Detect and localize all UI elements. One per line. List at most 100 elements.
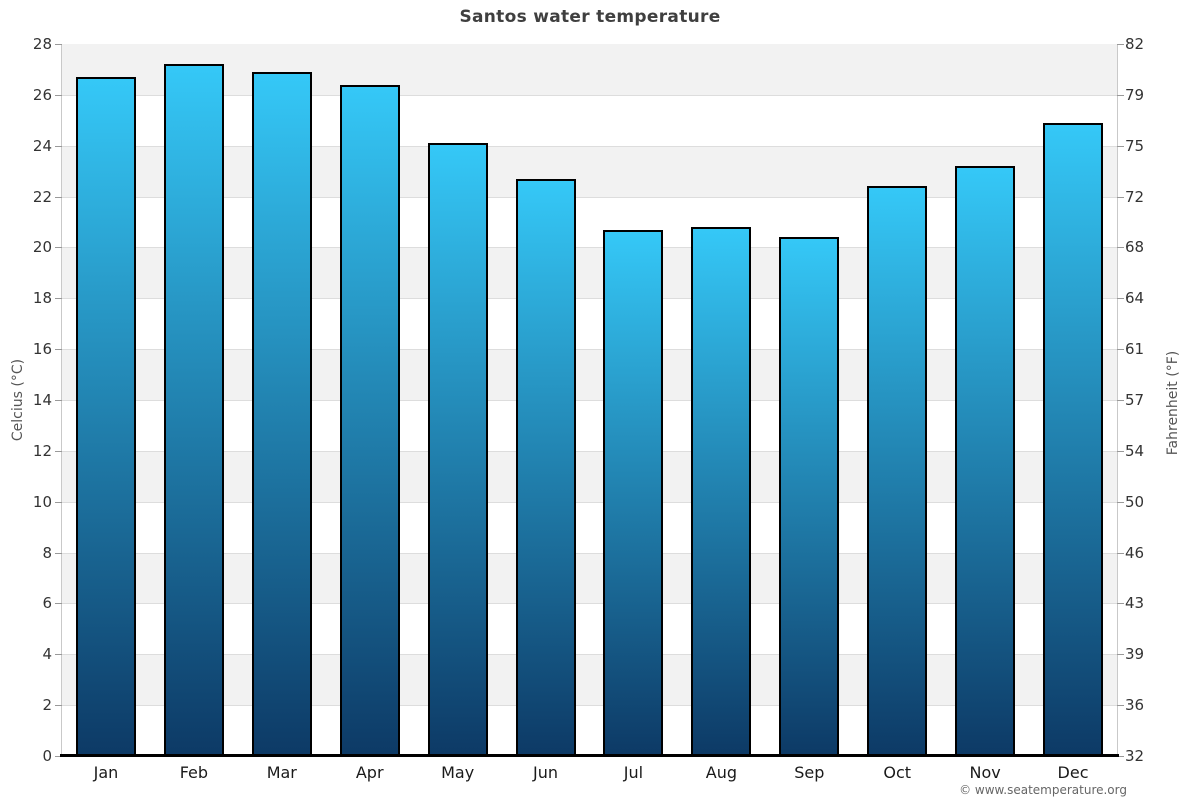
right-axis-tick [1117,400,1124,401]
celsius-tick-label: 12 [32,441,52,460]
gridline [62,654,1117,656]
right-axis-tick [1117,756,1124,757]
gridline [62,349,1117,351]
celsius-tick-label: 0 [42,747,52,765]
celsius-tick-label: 26 [32,85,52,104]
gridline [62,705,1117,707]
fahrenheit-tick-label: 54 [1125,441,1145,460]
temperature-bar-jan[interactable] [75,77,136,756]
month-label-nov: Nov [969,763,1001,782]
left-axis-tick [55,756,62,757]
fahrenheit-tick-label: 79 [1125,85,1145,104]
month-label-sep: Sep [794,763,825,782]
fahrenheit-tick-label: 32 [1125,747,1145,765]
right-axis-tick [1117,654,1124,656]
right-axis-tick [1117,196,1124,198]
plot-band [62,247,1117,299]
plot-band [62,450,1117,502]
left-axis-tick [55,349,62,351]
left-axis-tick [55,196,62,198]
plot-band [62,145,1117,197]
temperature-bar-oct[interactable] [867,186,928,756]
left-axis-tick [55,145,62,147]
temperature-bar-jul[interactable] [603,229,664,756]
right-axis-tick [1117,552,1124,554]
plot-band [62,400,1117,451]
plot-band [62,705,1117,756]
right-axis-tick [1117,94,1124,96]
celsius-tick-label: 28 [32,35,52,53]
plot-band [62,298,1117,350]
celsius-tick-label: 18 [32,289,52,308]
gridline [62,298,1117,300]
gridline [62,450,1117,452]
month-label-aug: Aug [705,763,737,782]
gridline [62,196,1117,198]
month-label-feb: Feb [179,763,209,782]
fahrenheit-tick-label: 72 [1125,187,1145,206]
temperature-bar-may[interactable] [427,143,488,756]
celsius-tick-label: 6 [42,594,52,613]
fahrenheit-tick-label: 57 [1125,391,1145,409]
right-axis-tick [1117,349,1124,351]
temperature-bar-feb[interactable] [163,64,224,756]
temperature-bar-sep[interactable] [779,237,840,756]
fahrenheit-tick-label: 50 [1125,492,1145,511]
right-axis-tick [1117,298,1124,300]
temperature-bar-nov[interactable] [955,166,1016,756]
plot-area [62,44,1117,756]
plot-band [62,552,1117,604]
gridline [62,94,1117,96]
celsius-tick-label: 16 [32,340,52,359]
plot-band [62,654,1117,706]
celsius-tick-label: 8 [42,543,52,562]
left-axis-tick [55,501,62,503]
left-axis-tick [55,603,62,605]
month-label-apr: Apr [355,763,384,782]
chart-title: Santos water temperature [459,7,721,27]
month-label-oct: Oct [883,763,912,782]
left-axis-tick [55,450,62,452]
celsius-tick-label: 24 [32,136,52,155]
fahrenheit-tick-label: 61 [1125,340,1145,359]
month-label-jun: Jun [533,763,559,782]
temperature-bar-dec[interactable] [1043,122,1104,756]
temperature-bar-aug[interactable] [691,227,752,756]
right-axis-tick [1117,44,1124,45]
celsius-tick-label: 14 [32,391,52,409]
right-axis-tick [1117,450,1124,452]
right-axis-tick [1117,145,1124,147]
gridline [62,552,1117,554]
month-label-jul: Jul [623,763,644,782]
right-axis-tick [1117,705,1124,707]
plot-band [62,94,1117,146]
copyright-footer: © www.seatemperature.org [959,783,1127,797]
temperature-bar-apr[interactable] [339,84,400,756]
plot-band [62,603,1117,655]
right-axis-tick [1117,501,1124,503]
celsius-tick-label: 20 [32,238,52,257]
plot-band [62,349,1117,400]
plot-band [62,196,1117,248]
fahrenheit-tick-label: 68 [1125,238,1145,257]
temperature-bar-jun[interactable] [515,178,576,756]
left-axis-tick [55,400,62,401]
gridline [62,603,1117,605]
month-label-jan: Jan [93,763,119,782]
fahrenheit-tick-label: 39 [1125,645,1145,664]
left-axis-tick [55,298,62,300]
left-axis-tick [55,552,62,554]
right-axis-tick [1117,603,1124,605]
fahrenheit-tick-label: 75 [1125,136,1145,155]
celsius-tick-label: 2 [42,696,52,715]
temperature-bar-mar[interactable] [251,71,312,756]
left-axis-tick [55,705,62,707]
right-axis-tick [1117,247,1124,249]
left-axis-tick [55,94,62,96]
fahrenheit-tick-label: 46 [1125,543,1145,562]
gridline [62,501,1117,503]
fahrenheit-tick-label: 82 [1125,35,1145,53]
x-axis-baseline [60,754,1119,757]
fahrenheit-tick-label: 43 [1125,594,1145,613]
